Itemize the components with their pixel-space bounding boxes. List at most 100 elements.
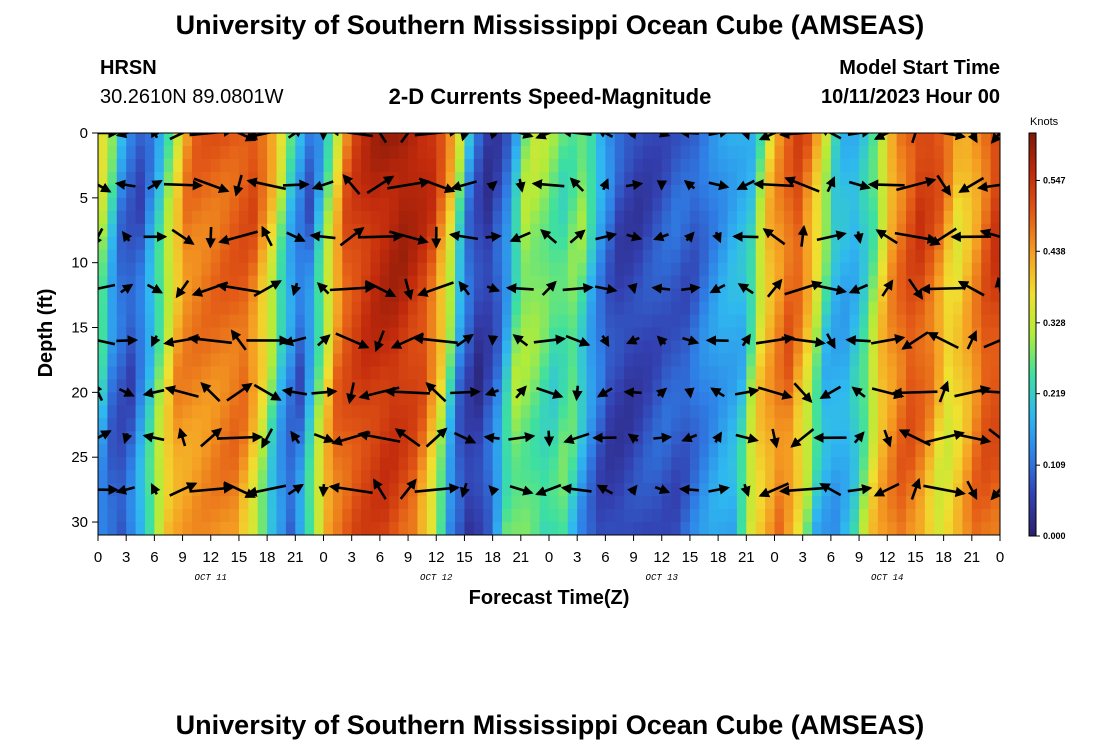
heatmap-cell: [408, 418, 419, 432]
heatmap-cell: [953, 496, 964, 510]
heatmap-cell: [520, 236, 531, 251]
heatmap-cell: [126, 184, 137, 199]
heatmap-cell: [445, 236, 456, 251]
heatmap-cell: [586, 145, 597, 160]
heatmap-cell: [332, 509, 343, 523]
colorbar-tick-label: 0.219: [1043, 389, 1066, 399]
heatmap-cell: [755, 210, 766, 225]
heatmap-cell: [116, 158, 127, 173]
heatmap-cell: [868, 327, 879, 342]
heatmap-cell: [595, 418, 606, 432]
heatmap-cell: [736, 340, 747, 355]
heatmap-cell: [257, 353, 268, 368]
heatmap-cell: [191, 288, 202, 303]
heatmap-cell: [116, 457, 127, 471]
heatmap-cell: [436, 392, 447, 406]
heatmap-cell: [746, 444, 757, 458]
heatmap-cell: [896, 457, 907, 471]
heatmap-cell: [736, 262, 747, 277]
heatmap-cell: [774, 457, 785, 471]
heatmap-cell: [577, 236, 588, 251]
current-vector: [654, 484, 671, 494]
heatmap-cell: [502, 171, 513, 186]
heatmap-cell: [943, 223, 954, 238]
heatmap-cell: [840, 210, 851, 225]
heatmap-cell: [718, 275, 729, 290]
heatmap-cell: [718, 314, 729, 329]
heatmap-cell: [426, 327, 437, 342]
heatmap-cell: [511, 171, 522, 186]
heatmap-cell: [793, 496, 804, 510]
heatmap-cell: [464, 314, 475, 329]
heatmap-cell: [464, 184, 475, 199]
heatmap-cell: [492, 133, 503, 147]
heatmap-cell: [539, 249, 550, 264]
heatmap-cell: [502, 301, 513, 316]
heatmap-cell: [812, 353, 823, 368]
heatmap-cell: [689, 444, 700, 458]
heatmap-cell: [107, 288, 118, 303]
heatmap-cell: [154, 327, 165, 342]
heatmap-cell: [285, 353, 296, 368]
heatmap-cell: [783, 522, 794, 535]
heatmap-cell: [389, 197, 400, 212]
heatmap-cell: [135, 327, 146, 342]
heatmap-cell: [868, 457, 879, 471]
heatmap-cell: [135, 457, 146, 471]
heatmap-cell: [116, 418, 127, 432]
heatmap-cell: [887, 483, 898, 497]
heatmap-cell: [868, 275, 879, 290]
heatmap-cell: [962, 301, 973, 316]
heatmap-cell: [887, 288, 898, 303]
heatmap-cell: [220, 223, 231, 238]
heatmap-cell: [953, 444, 964, 458]
heatmap-cell: [783, 431, 794, 445]
heatmap-cell: [605, 353, 616, 368]
heatmap-cell: [135, 158, 146, 173]
heatmap-cell: [765, 327, 776, 342]
current-vector: [927, 331, 959, 350]
heatmap-cell: [520, 262, 531, 277]
heatmap-cell: [520, 444, 531, 458]
heatmap-cell: [154, 145, 165, 160]
heatmap-cell: [455, 405, 466, 419]
heatmap-cell: [718, 184, 729, 199]
heatmap-cell: [314, 509, 325, 523]
x-tick-label: 0: [545, 549, 553, 566]
heatmap-cell: [323, 249, 334, 264]
heatmap-cell: [821, 223, 832, 238]
heatmap-cell: [248, 301, 259, 316]
heatmap-cell: [229, 457, 240, 471]
heatmap-cell: [379, 340, 390, 355]
heatmap-cell: [661, 366, 672, 380]
heatmap-cell: [285, 133, 296, 147]
heatmap-cell: [511, 470, 522, 484]
heatmap-cell: [577, 392, 588, 406]
heatmap-cell: [699, 431, 710, 445]
current-vector: [286, 231, 306, 242]
heatmap-cell: [727, 405, 738, 419]
current-vector: [509, 485, 534, 496]
current-vector: [954, 385, 992, 398]
heatmap-cell: [605, 522, 616, 535]
heatmap-cell: [746, 133, 757, 147]
heatmap-cell: [408, 496, 419, 510]
heatmap-cell: [652, 509, 663, 523]
heatmap-cell: [492, 444, 503, 458]
heatmap-cell: [229, 262, 240, 277]
x-tick-label: 15: [682, 549, 699, 566]
heatmap-cell: [549, 210, 559, 225]
current-vector: [388, 230, 429, 245]
heatmap-cell: [520, 418, 531, 432]
heatmap-cell: [736, 392, 747, 406]
heatmap-cell: [661, 405, 672, 419]
heatmap-cell: [314, 249, 325, 264]
heatmap-cell: [483, 444, 494, 458]
heatmap-cell: [135, 470, 146, 484]
heatmap-cell: [530, 353, 541, 368]
heatmap-cell: [98, 158, 108, 173]
heatmap-cell: [370, 470, 381, 484]
heatmap-cell: [445, 431, 456, 445]
heatmap-cell: [173, 301, 184, 316]
heatmap-cell: [624, 353, 635, 368]
